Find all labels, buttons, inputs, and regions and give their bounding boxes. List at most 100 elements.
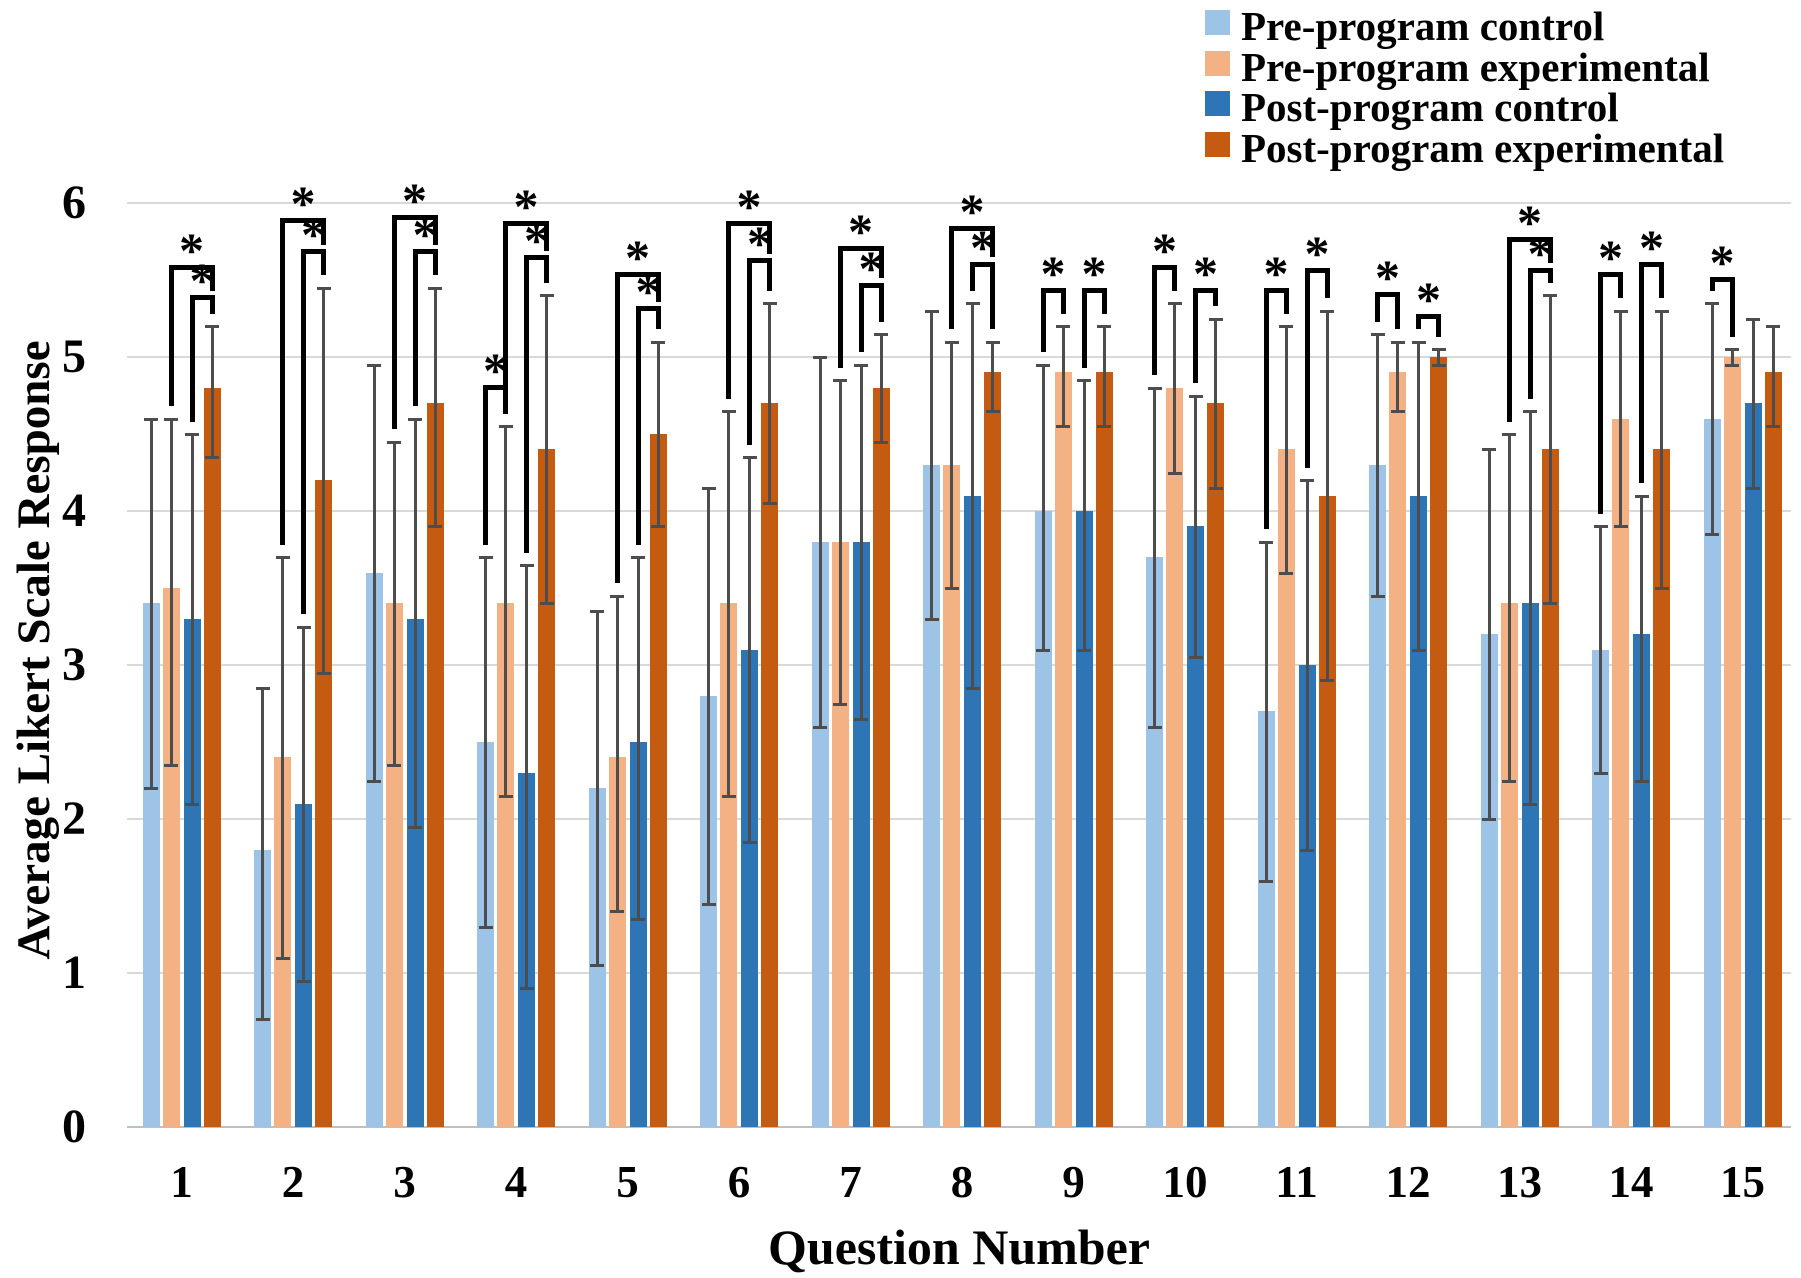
error-bar-cap-top — [1502, 433, 1516, 436]
error-bar-cap-bottom — [478, 925, 493, 929]
error-bar-cap-bottom — [1056, 425, 1070, 429]
bar-q10-post-program-control — [1187, 526, 1204, 1127]
error-bar-cap-top — [833, 379, 847, 383]
y-tick-label: 2 — [62, 792, 86, 845]
error-bar-cap-bottom — [1259, 879, 1273, 883]
significance-bracket-leg — [524, 255, 529, 553]
significance-asterisk: * — [290, 175, 316, 232]
error-bar-cap-bottom — [610, 910, 624, 914]
significance-bracket-leg — [1081, 287, 1087, 368]
error-bar-cap-bottom — [1543, 602, 1557, 606]
error-bar-cap-top — [1300, 479, 1314, 483]
bar-q8-post-program-control — [964, 495, 981, 1127]
significance-asterisk: * — [301, 206, 326, 263]
significance-asterisk: * — [970, 218, 995, 275]
error-bar-cap-top — [854, 363, 868, 367]
error-bar-cap-top — [721, 409, 736, 413]
error-bar-cap-top — [701, 486, 716, 490]
error-bar — [930, 310, 933, 619]
bar-q6-post-program-control — [741, 649, 758, 1127]
significance-bracket-leg — [1375, 292, 1380, 322]
significance-bracket — [1639, 261, 1664, 267]
significance-bracket — [837, 246, 884, 252]
legend-swatch — [1205, 91, 1230, 116]
legend-swatch — [1205, 50, 1230, 76]
error-bar — [727, 410, 730, 796]
x-tick-label: 5 — [616, 1157, 639, 1207]
significance-asterisk: * — [412, 206, 438, 263]
error-bar — [615, 595, 619, 912]
error-bar-cap-top — [1259, 540, 1273, 544]
error-bar-cap-bottom — [1036, 648, 1050, 652]
error-bar-cap-bottom — [1208, 486, 1223, 490]
error-bar-cap-bottom — [498, 794, 513, 798]
significance-asterisk: * — [402, 172, 427, 229]
error-bar — [1061, 326, 1065, 427]
significance-bracket-leg — [1659, 261, 1664, 299]
significance-asterisk: * — [513, 178, 539, 235]
error-bar-cap-bottom — [316, 671, 331, 675]
significance-bracket-leg — [767, 221, 772, 254]
bar-q7-post-program-experimental — [872, 387, 890, 1127]
legend-label: Post-program experimental — [1241, 124, 1725, 171]
error-bar — [149, 418, 153, 789]
error-bar — [748, 457, 751, 843]
error-bar — [595, 611, 599, 966]
significance-bracket-leg — [970, 261, 975, 291]
error-bar-cap-bottom — [1411, 648, 1426, 652]
error-bar-cap-bottom — [924, 617, 939, 621]
error-bar-cap-bottom — [164, 764, 178, 768]
significance-bracket-leg — [544, 255, 549, 284]
error-bar — [656, 341, 660, 527]
x-tick-label: 2 — [281, 1157, 305, 1207]
bar-q3-post-program-experimental — [426, 403, 444, 1127]
bar-q14-pre-program-experimental — [1612, 418, 1629, 1127]
error-bar-cap-bottom — [275, 956, 290, 960]
error-bar-cap-bottom — [762, 502, 777, 506]
significance-bracket-leg — [1618, 272, 1623, 299]
error-bar — [1548, 295, 1552, 604]
error-bar-cap-top — [742, 456, 757, 460]
error-bar — [1417, 341, 1420, 650]
x-tick-label: 9 — [1062, 1157, 1085, 1207]
error-bar-cap-top — [1746, 317, 1760, 321]
error-bar — [413, 418, 417, 827]
significance-asterisk: * — [483, 341, 508, 398]
significance-asterisk: * — [848, 203, 873, 260]
gridline — [127, 202, 1791, 204]
significance-bracket-leg — [189, 295, 195, 422]
x-tick-label: 10 — [1162, 1157, 1208, 1207]
significance-asterisk: * — [1517, 193, 1542, 250]
bar-q15-post-program-experimental — [1764, 372, 1782, 1127]
error-bar — [504, 426, 507, 796]
significance-bracket — [747, 258, 772, 264]
error-bar-cap-bottom — [1390, 409, 1405, 413]
bar-q12-pre-program-experimental — [1389, 372, 1406, 1127]
bar-q1-pre-program-control — [142, 603, 160, 1127]
bar-q13-post-program-experimental — [1541, 449, 1559, 1127]
bar-q3-pre-program-control — [365, 572, 383, 1127]
error-bar-cap-bottom — [1766, 425, 1780, 429]
error-bar-cap-top — [1390, 340, 1405, 344]
significance-bracket — [1193, 287, 1218, 293]
error-bar-cap-top — [813, 356, 827, 359]
bar-q7-pre-program-experimental — [831, 541, 849, 1127]
bar-q3-post-program-control — [406, 618, 424, 1127]
error-bar-cap-bottom — [408, 825, 422, 829]
error-bar-cap-top — [1167, 302, 1182, 306]
error-bar — [1660, 310, 1663, 588]
error-bar-cap-top — [478, 556, 493, 560]
bar-q12-post-program-control — [1410, 495, 1427, 1127]
significance-asterisk: * — [1639, 218, 1664, 275]
error-bar-cap-top — [428, 286, 442, 290]
legend-label: Pre-program experimental — [1241, 43, 1710, 90]
error-bar-cap-bottom — [1725, 363, 1739, 367]
error-bar — [838, 380, 842, 704]
legend-label: Post-program control — [1241, 84, 1619, 130]
significance-bracket — [301, 249, 326, 255]
bar-q10-pre-program-experimental — [1166, 387, 1183, 1127]
error-bar-cap-bottom — [367, 779, 381, 783]
error-bar-cap-top — [1725, 348, 1739, 352]
error-bar-cap-bottom — [296, 979, 311, 983]
